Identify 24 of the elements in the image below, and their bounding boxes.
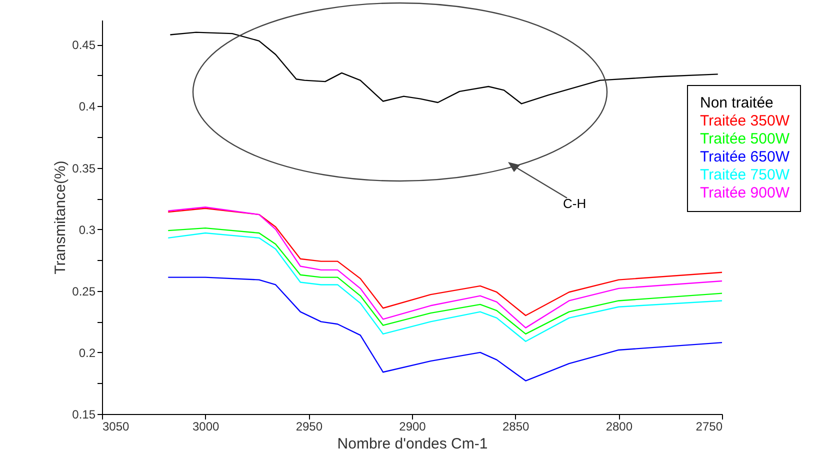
y-tick-label: 0.45 [72, 38, 96, 52]
y-tick-label: 0.3 [78, 222, 96, 237]
y-tick-label: 0.4 [78, 100, 96, 114]
x-tick-label: 2900 [399, 420, 426, 434]
y-tick-label: 0.15 [72, 408, 96, 422]
y-axis-title: Transmitance(%) [52, 160, 70, 274]
x-tick-label: 2950 [296, 420, 323, 434]
x-axis-title: Nombre d'ondes Cm-1 [337, 436, 488, 452]
text: Traitée 900W [700, 184, 790, 202]
text: Traitée 650W [700, 148, 790, 166]
annotation: C-H [563, 196, 586, 211]
y-tick-label: 0.25 [72, 284, 96, 298]
x-tick-label: 2800 [606, 420, 633, 434]
x-tick-label: 3050 [102, 420, 130, 434]
line-series [168, 276, 723, 382]
text: Traitée 500W [700, 130, 790, 148]
text: Traitée 350W [700, 112, 790, 130]
series-label: Non traitée [700, 94, 774, 112]
x-tick-label: 2750 [696, 420, 723, 434]
y-tick-label: 0.2 [78, 346, 96, 360]
y-tick-label: 0.35 [72, 161, 96, 176]
text: Traitée 750W [700, 166, 790, 184]
x-tick-label: 3000 [192, 420, 220, 434]
x-tick-label: 2850 [502, 420, 530, 434]
